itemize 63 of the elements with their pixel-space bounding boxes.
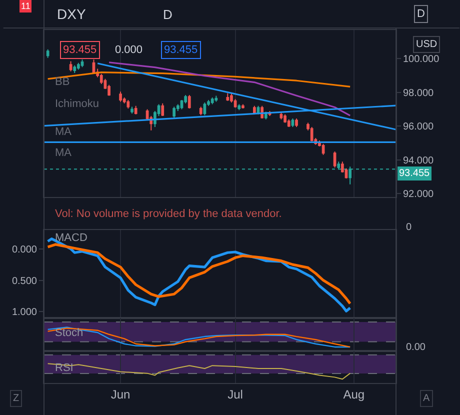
annotation: 93.455 (63, 44, 97, 56)
y-tick-label: 0.000 (12, 244, 38, 256)
line-series (108, 62, 351, 116)
text: 0.00 (406, 342, 426, 353)
text: D (163, 7, 172, 22)
text: D (417, 8, 425, 20)
candlestick (203, 102, 206, 116)
candlestick (199, 106, 202, 116)
y-tick-label: 1.000 (12, 307, 38, 318)
candlestick (214, 95, 218, 102)
y-tick-label: 94.000 (403, 155, 434, 166)
candlestick (253, 105, 256, 115)
candlestick (161, 102, 164, 117)
annotation: Ichimoku (55, 98, 100, 110)
candlestick (77, 62, 80, 70)
text: A (423, 393, 430, 404)
candlestick (242, 104, 244, 109)
annotation: MA (55, 126, 72, 138)
candlestick (126, 100, 130, 109)
candlestick (226, 92, 230, 102)
text: 11 (21, 1, 30, 11)
line-series (47, 72, 351, 88)
annotation: 93.455 (164, 44, 198, 56)
x-tick-label: Jun (110, 387, 130, 402)
y-axis-title: USD (416, 39, 438, 50)
candlestick (238, 104, 241, 111)
candlestick (188, 94, 191, 109)
candlestick (119, 91, 122, 102)
y-tick-label: 92.000 (403, 189, 434, 200)
candlestick (80, 59, 84, 68)
candlestick (291, 118, 294, 128)
annotation: 0.000 (115, 44, 143, 56)
y-tick-label: 96.000 (403, 122, 434, 133)
text: Vol: No volume is provided by the data vendor. (55, 208, 282, 220)
chart-title: Stoch (55, 327, 84, 339)
y-tick-label: 0.500 (12, 276, 38, 287)
chart-title: MACD (55, 232, 88, 244)
candlestick (322, 143, 325, 156)
ref-line-label: 93.455 (399, 168, 430, 179)
candlestick (130, 106, 134, 114)
candlestick (287, 118, 290, 128)
candlestick (333, 150, 336, 168)
candlestick (172, 106, 176, 118)
y-tick-label: 100.000 (403, 54, 440, 66)
candlestick (134, 105, 138, 115)
candlestick (230, 92, 233, 104)
x-tick-label: Aug (343, 387, 365, 402)
text: 0 (406, 222, 412, 233)
chart-title: RSI (55, 362, 74, 374)
chart-title: DXY (57, 6, 86, 22)
candlestick (310, 126, 314, 142)
candlestick (210, 96, 214, 105)
candlestick (73, 64, 76, 74)
candlestick (284, 114, 286, 124)
text: Z (13, 393, 20, 404)
candlestick (69, 60, 72, 72)
x-tick-label: Jul (228, 387, 243, 402)
annotation: BB (55, 76, 70, 88)
y-tick-label: 98.000 (403, 88, 434, 99)
candlestick (46, 48, 50, 58)
annotation: MA (55, 147, 72, 159)
line-series (46, 243, 352, 305)
candlestick (295, 118, 298, 128)
